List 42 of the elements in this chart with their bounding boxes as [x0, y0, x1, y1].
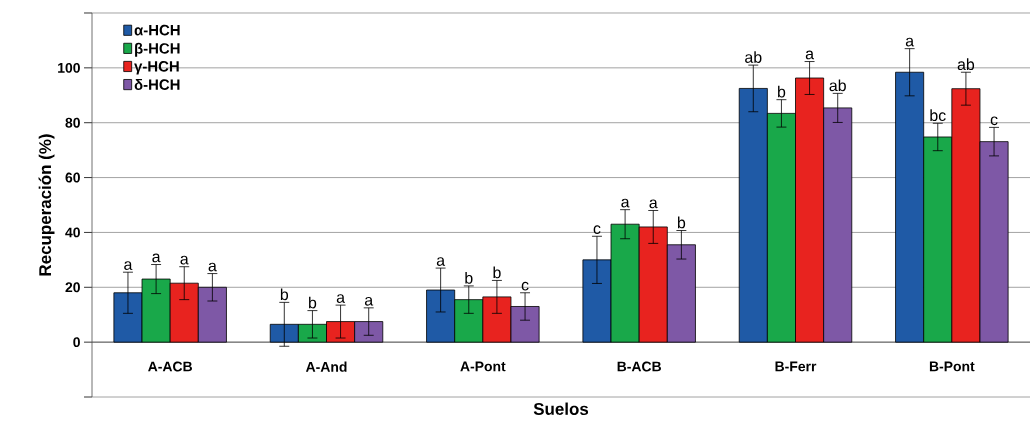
data-label: a: [124, 261, 133, 271]
legend-label: γ-HCH: [134, 61, 179, 75]
data-label: b: [778, 85, 786, 98]
data-label: a: [905, 37, 915, 47]
x-tick-label: A-ACB: [148, 361, 192, 372]
y-tick-label: 80: [65, 117, 80, 128]
x-tick-label: A-Pont: [460, 361, 506, 372]
data-label: ab: [957, 58, 975, 71]
data-label: b: [677, 216, 686, 229]
y-tick-label: 60: [65, 172, 80, 183]
data-label: a: [621, 198, 630, 208]
data-label: a: [336, 294, 345, 303]
data-label: a: [152, 253, 161, 263]
data-label: b: [309, 296, 317, 309]
data-label: a: [180, 255, 189, 265]
x-tick-label: B-Ferr: [775, 361, 817, 372]
data-label: a: [208, 262, 217, 272]
data-label: a: [436, 257, 446, 266]
y-tick-label: 40: [65, 227, 80, 238]
data-label: a: [364, 296, 374, 306]
data-label: c: [990, 116, 998, 126]
legend-label: α-HCH: [134, 24, 180, 36]
x-tick-label: A-And: [305, 361, 347, 372]
x-tick-label: B-ACB: [617, 361, 661, 372]
data-label: a: [649, 199, 658, 209]
y-tick-label: 0: [73, 337, 80, 348]
x-tick-label: B-Pont: [929, 361, 975, 372]
data-label: c: [521, 281, 529, 291]
y-tick-label: 20: [65, 282, 80, 293]
data-label: b: [280, 288, 289, 301]
data-label: ab: [745, 51, 762, 63]
data-label: b: [465, 272, 473, 284]
legend-label: β-HCH: [135, 42, 180, 57]
data-label: c: [593, 225, 601, 235]
y-tick-label: 100: [58, 62, 80, 73]
legend-label: δ-HCH: [134, 78, 180, 90]
data-label: b: [493, 266, 501, 279]
data-label: ab: [829, 79, 846, 92]
y-axis-title: Recuperación (%): [38, 134, 55, 276]
data-label: bc: [930, 109, 946, 122]
x-axis-title: Suelos: [533, 402, 589, 415]
data-label: a: [805, 50, 814, 60]
